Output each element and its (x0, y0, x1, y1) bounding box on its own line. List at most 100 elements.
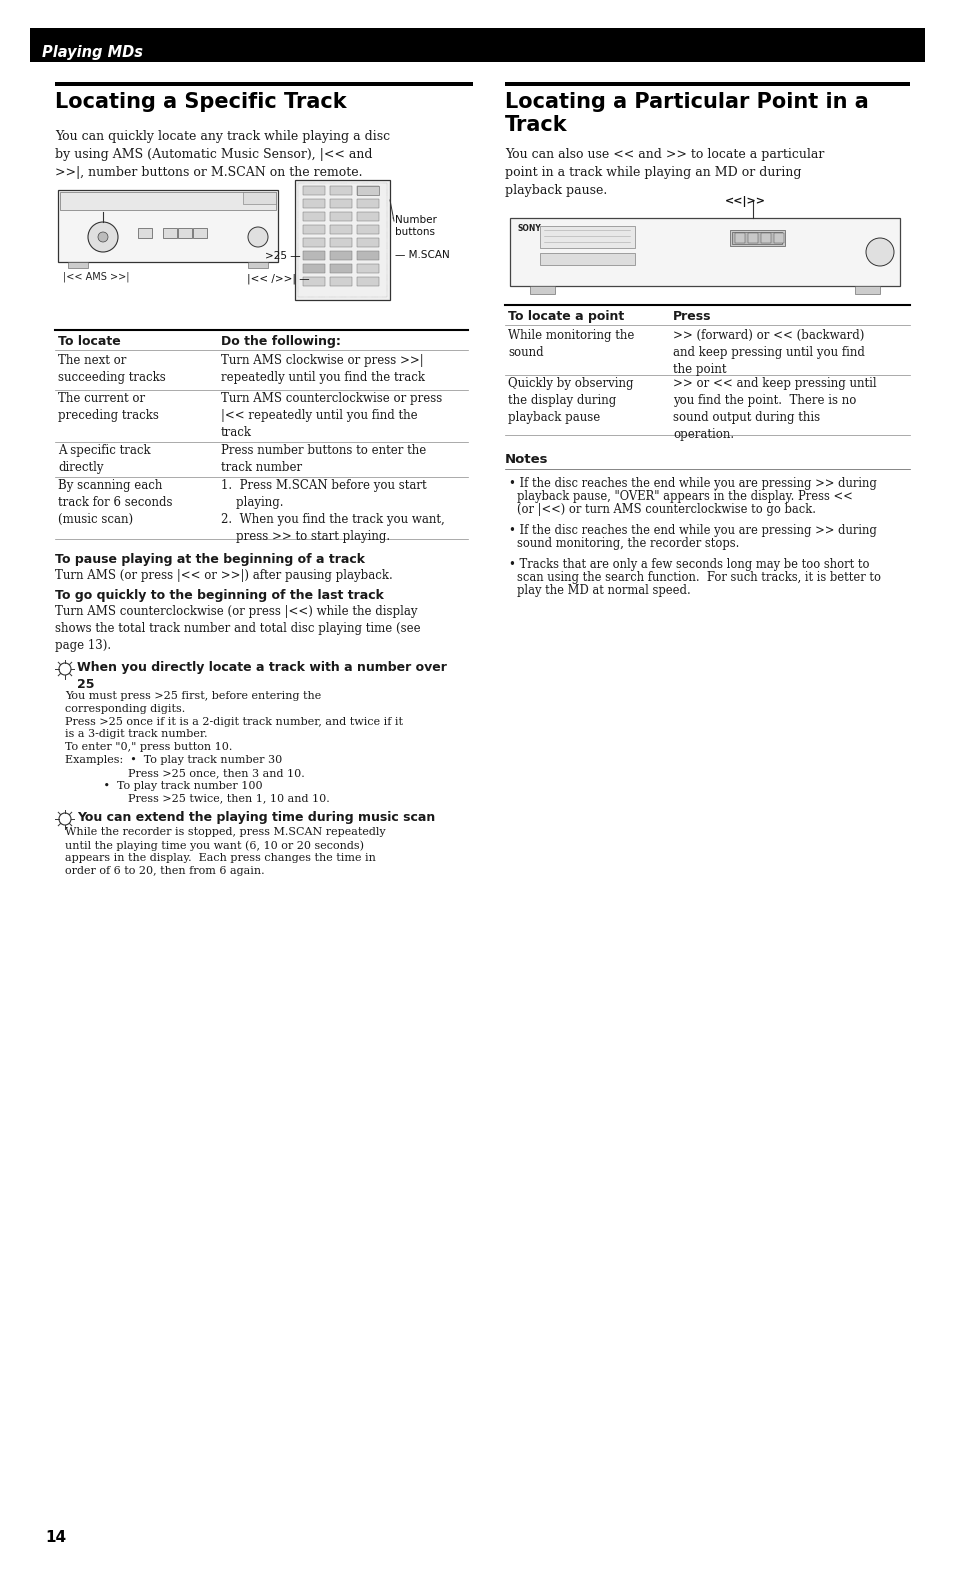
Bar (729, 230, 784, 245)
Bar (504, 82, 909, 86)
Text: buttons: buttons (395, 226, 435, 237)
Bar (303, 252, 325, 259)
Bar (356, 185, 378, 195)
Bar (303, 277, 325, 286)
Bar (330, 252, 352, 259)
Text: A specific track
directly: A specific track directly (58, 443, 151, 475)
Bar (297, 182, 387, 297)
Bar (330, 200, 352, 208)
Bar (58, 190, 277, 263)
Text: sound monitoring, the recorder stops.: sound monitoring, the recorder stops. (517, 538, 739, 550)
Bar (356, 212, 378, 222)
Text: playback pause, "OVER" appears in the display. Press <<: playback pause, "OVER" appears in the di… (517, 490, 852, 503)
Text: play the MD at normal speed.: play the MD at normal speed. (517, 585, 690, 597)
Bar (356, 277, 378, 286)
Text: By scanning each
track for 6 seconds
(music scan): By scanning each track for 6 seconds (mu… (58, 479, 172, 527)
Text: You can also use << and >> to locate a particular
point in a track while playing: You can also use << and >> to locate a p… (504, 148, 823, 196)
Text: The current or
preceding tracks: The current or preceding tracks (58, 391, 159, 421)
Text: 14: 14 (45, 1530, 66, 1545)
Circle shape (88, 222, 118, 252)
Text: You can extend the playing time during music scan: You can extend the playing time during m… (77, 811, 435, 824)
Text: Turn AMS counterclockwise or press
|<< repeatedly until you find the
track: Turn AMS counterclockwise or press |<< r… (221, 391, 442, 439)
Bar (303, 225, 325, 234)
Text: To locate: To locate (58, 335, 121, 347)
Bar (731, 233, 781, 244)
Text: SONY: SONY (517, 223, 541, 233)
Bar (303, 185, 325, 195)
Text: Turn AMS counterclockwise (or press |<<) while the display
shows the total track: Turn AMS counterclockwise (or press |<<)… (55, 605, 420, 652)
Bar (356, 200, 378, 208)
Text: Turn AMS (or press |<< or >>|) after pausing playback.: Turn AMS (or press |<< or >>|) after pau… (55, 569, 393, 582)
Text: You must press >25 first, before entering the
corresponding digits.
Press >25 on: You must press >25 first, before enterin… (65, 692, 402, 803)
Text: While monitoring the
sound: While monitoring the sound (507, 329, 634, 358)
Text: — M.SCAN: — M.SCAN (395, 250, 449, 259)
Bar (539, 253, 635, 266)
Bar (330, 225, 352, 234)
Bar (248, 263, 268, 267)
Bar (303, 264, 325, 274)
Bar (303, 237, 325, 247)
Bar (854, 286, 879, 294)
Bar (356, 225, 378, 234)
Bar (747, 233, 758, 244)
Text: |<< />>| —: |<< />>| — (247, 274, 310, 283)
Text: You can quickly locate any track while playing a disc
by using AMS (Automatic Mu: You can quickly locate any track while p… (55, 130, 390, 179)
Bar (330, 264, 352, 274)
Circle shape (248, 226, 268, 247)
Bar (178, 228, 192, 237)
Bar (356, 252, 378, 259)
Circle shape (865, 237, 893, 266)
Bar (243, 192, 275, 204)
Text: >25 —: >25 — (265, 252, 300, 261)
Text: scan using the search function.  For such tracks, it is better to: scan using the search function. For such… (517, 571, 880, 585)
Text: Locating a Particular Point in a
Track: Locating a Particular Point in a Track (504, 93, 868, 135)
Bar (330, 185, 352, 195)
Bar (30, 28, 924, 61)
Bar (303, 212, 325, 222)
Bar (68, 263, 88, 267)
Bar (760, 233, 770, 244)
Bar (356, 185, 378, 195)
Text: Turn AMS clockwise or press >>|
repeatedly until you find the track: Turn AMS clockwise or press >>| repeated… (221, 354, 424, 384)
Text: Quickly by observing
the display during
playback pause: Quickly by observing the display during … (507, 377, 633, 424)
Text: <<|>>: <<|>> (724, 196, 765, 208)
Bar (55, 82, 473, 86)
Text: When you directly locate a track with a number over
25: When you directly locate a track with a … (77, 660, 446, 692)
Text: • If the disc reaches the end while you are pressing >> during: • If the disc reaches the end while you … (509, 476, 876, 490)
Bar (138, 228, 152, 237)
Bar (163, 228, 177, 237)
Text: Press number buttons to enter the
track number: Press number buttons to enter the track … (221, 443, 426, 475)
Bar (294, 181, 390, 300)
Text: The next or
succeeding tracks: The next or succeeding tracks (58, 354, 166, 384)
Text: 1.  Press M.SCAN before you start
    playing.
2.  When you find the track you w: 1. Press M.SCAN before you start playing… (221, 479, 444, 542)
Bar (773, 233, 783, 244)
Text: While the recorder is stopped, press M.SCAN repeatedly
until the playing time yo: While the recorder is stopped, press M.S… (65, 827, 385, 876)
Text: To pause playing at the beginning of a track: To pause playing at the beginning of a t… (55, 553, 365, 566)
Text: Number: Number (395, 215, 436, 225)
Text: • If the disc reaches the end while you are pressing >> during: • If the disc reaches the end while you … (509, 523, 876, 538)
Bar (539, 226, 635, 248)
Bar (330, 277, 352, 286)
Text: • Tracks that are only a few seconds long may be too short to: • Tracks that are only a few seconds lon… (509, 558, 868, 571)
Text: >> or << and keep pressing until
you find the point.  There is no
sound output d: >> or << and keep pressing until you fin… (672, 377, 876, 442)
Text: |<< AMS >>|: |<< AMS >>| (63, 272, 130, 283)
Bar (356, 237, 378, 247)
Bar (734, 233, 744, 244)
Text: To go quickly to the beginning of the last track: To go quickly to the beginning of the la… (55, 590, 383, 602)
Bar (330, 212, 352, 222)
Text: Do the following:: Do the following: (221, 335, 340, 347)
Text: Notes: Notes (504, 453, 548, 465)
Text: To locate a point: To locate a point (507, 310, 623, 322)
Text: >> (forward) or << (backward)
and keep pressing until you find
the point: >> (forward) or << (backward) and keep p… (672, 329, 864, 376)
Text: Locating a Specific Track: Locating a Specific Track (55, 93, 346, 112)
Circle shape (98, 233, 108, 242)
Bar (303, 200, 325, 208)
Bar (510, 219, 899, 286)
Bar (356, 264, 378, 274)
Text: Playing MDs: Playing MDs (42, 44, 143, 60)
Bar (193, 228, 207, 237)
Bar (330, 237, 352, 247)
Bar (60, 192, 275, 211)
Text: (or |<<) or turn AMS counterclockwise to go back.: (or |<<) or turn AMS counterclockwise to… (517, 503, 815, 516)
Text: Press: Press (672, 310, 711, 322)
